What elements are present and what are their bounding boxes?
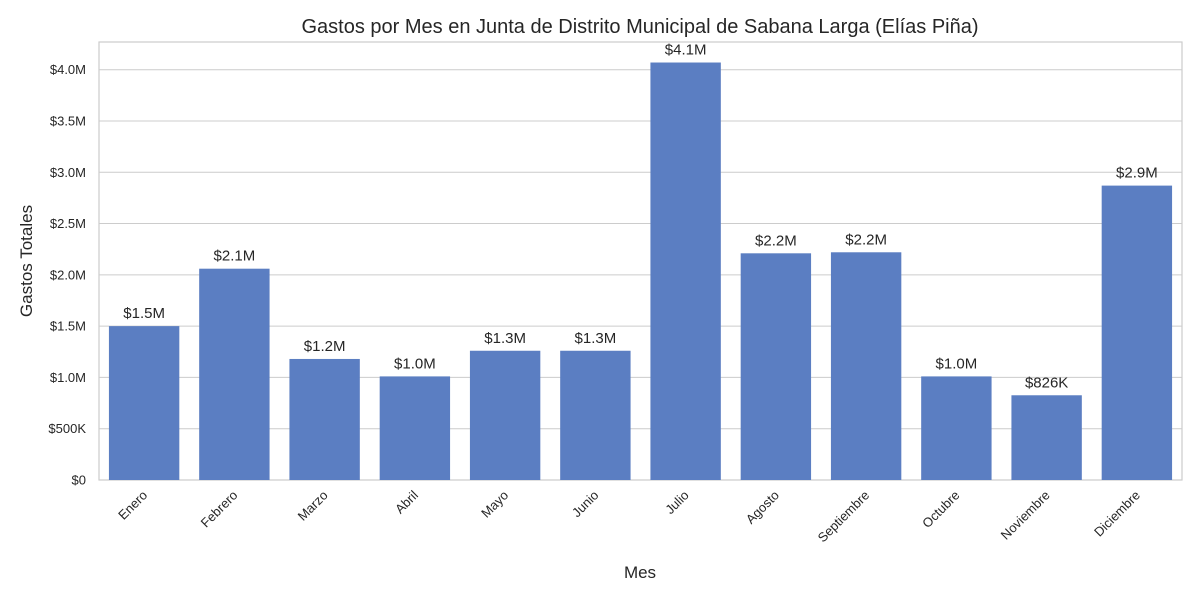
bar-marzo: [289, 358, 360, 480]
bar-value-label: $2.2M: [845, 231, 887, 248]
y-tick-label: $4.0M: [50, 62, 86, 77]
bar-agosto: [740, 253, 812, 480]
bar-value-label: $1.0M: [936, 355, 978, 372]
bar-value-label: $1.3M: [575, 330, 617, 347]
y-tick-label: $500K: [48, 421, 86, 436]
x-axis-label: Mes: [624, 563, 656, 582]
y-tick-label: $0: [72, 473, 86, 488]
bar-enero: [108, 326, 180, 480]
bar-value-label: $2.2M: [755, 232, 797, 249]
bar-value-label: $1.3M: [484, 330, 526, 347]
y-tick-label: $1.0M: [50, 370, 86, 385]
bar-value-label: $2.9M: [1116, 165, 1158, 182]
bars: [108, 62, 1173, 480]
y-tick-label: $3.0M: [50, 165, 86, 180]
bar-value-label: $2.1M: [214, 248, 256, 265]
y-tick-labels: $0 $500K $1.0M $1.5M $2.0M $2.5M $3.0M $3.5M $4.…: [48, 62, 86, 487]
bar-diciembre: [1101, 185, 1173, 480]
plot-frame: [98, 41, 1183, 481]
bar-febrero: [199, 268, 270, 480]
bar-value-labels: $1.5M $2.1M $1.2M $1.0M $1.3M $1.3M $4.1M $2.2M…: [123, 42, 1157, 392]
bar-junio: [560, 350, 631, 480]
bar-value-label: $826K: [1025, 374, 1068, 391]
bar-value-label: $1.5M: [123, 305, 165, 322]
y-tick-label: $2.5M: [50, 216, 86, 231]
bar-value-label: $1.2M: [304, 338, 346, 355]
bar-noviembre: [1011, 395, 1082, 480]
bar-mayo: [469, 350, 541, 480]
y-tick-label: $3.5M: [50, 113, 86, 128]
bar-septiembre: [830, 252, 902, 480]
bar-julio: [650, 62, 721, 480]
chart-title: Gastos por Mes en Junta de Distrito Muni…: [301, 16, 978, 38]
y-tick-label: $1.5M: [50, 319, 86, 334]
y-axis-label: Gastos Totales: [17, 205, 36, 317]
bar-octubre: [921, 376, 992, 480]
y-tick-label: $2.0M: [50, 267, 86, 282]
bar-abril: [379, 376, 451, 480]
bar-value-label: $1.0M: [394, 355, 436, 372]
bar-value-label: $4.1M: [665, 42, 707, 59]
